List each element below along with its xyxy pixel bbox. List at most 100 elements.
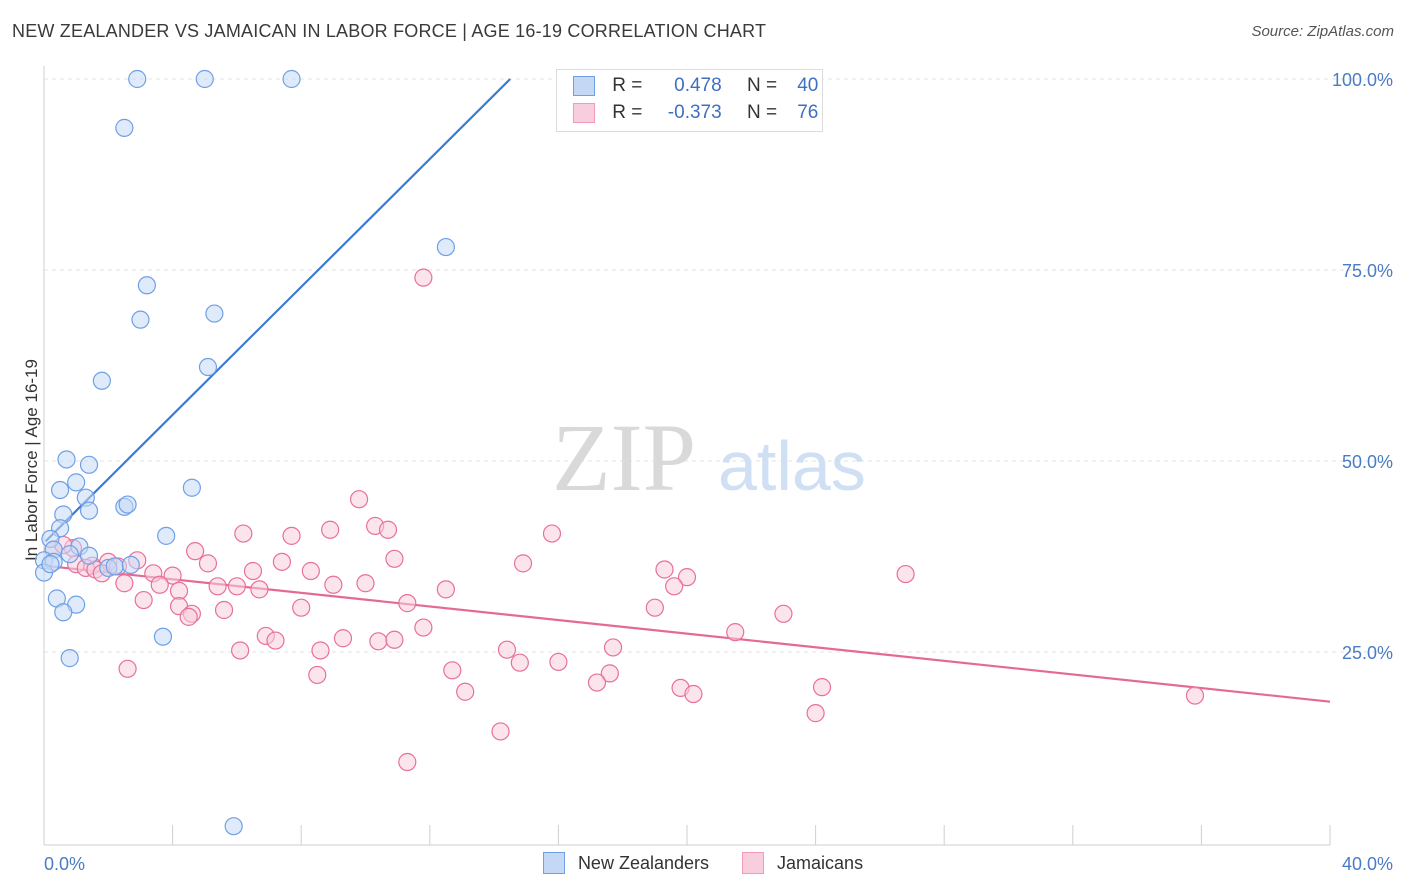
data-point bbox=[150, 575, 169, 594]
data-point bbox=[272, 552, 292, 571]
data-point bbox=[369, 632, 388, 651]
data-point bbox=[214, 600, 234, 620]
data-point bbox=[198, 554, 218, 573]
data-point bbox=[153, 627, 173, 646]
data-point bbox=[385, 630, 404, 649]
data-point bbox=[587, 673, 607, 692]
data-point bbox=[60, 649, 79, 668]
data-point bbox=[456, 682, 475, 701]
y-tick-label: 50.0% bbox=[1342, 452, 1393, 472]
tick-labels: 25.0% 50.0% 75.0% 100.0% 0.0% 40.0% bbox=[44, 70, 1393, 874]
data-point bbox=[128, 69, 147, 89]
data-point bbox=[398, 594, 417, 613]
legend-row-new-zealanders: R = 0.478 N = 40 bbox=[573, 75, 818, 99]
legend-n-value: 40 bbox=[797, 75, 819, 96]
data-point bbox=[182, 478, 201, 497]
data-point bbox=[195, 69, 214, 89]
data-point bbox=[50, 480, 70, 500]
data-point bbox=[333, 629, 353, 648]
data-point bbox=[157, 526, 176, 545]
data-point bbox=[79, 501, 99, 520]
data-points bbox=[34, 69, 1205, 836]
data-point bbox=[186, 542, 205, 561]
data-point bbox=[79, 455, 99, 474]
data-point bbox=[436, 580, 455, 599]
data-point bbox=[645, 598, 664, 617]
data-point bbox=[115, 118, 134, 137]
data-point bbox=[812, 678, 832, 697]
data-point bbox=[134, 590, 153, 610]
data-point bbox=[414, 618, 433, 637]
data-point bbox=[726, 623, 745, 642]
data-point bbox=[356, 574, 375, 593]
legend-item-jamaicans: Jamaicans bbox=[742, 852, 864, 875]
data-point bbox=[67, 473, 86, 492]
x-tick-label: 0.0% bbox=[44, 854, 85, 874]
data-point bbox=[684, 684, 703, 704]
data-point bbox=[41, 555, 60, 574]
data-point bbox=[105, 557, 124, 576]
data-point bbox=[266, 631, 285, 650]
watermark-zip: ZIP bbox=[552, 404, 696, 511]
data-point bbox=[385, 549, 404, 568]
y-tick-label: 25.0% bbox=[1342, 643, 1393, 663]
data-point bbox=[92, 371, 111, 390]
chart-title: NEW ZEALANDER VS JAMAICAN IN LABOR FORCE… bbox=[12, 21, 767, 41]
legend-n-label: N = bbox=[746, 102, 778, 123]
data-point bbox=[542, 524, 562, 543]
data-point bbox=[118, 659, 137, 678]
data-point bbox=[79, 546, 99, 565]
data-point bbox=[250, 580, 269, 599]
stats-legend: R = 0.478 N = 40 R = -0.373 N = 76 bbox=[556, 69, 823, 132]
data-point bbox=[321, 520, 340, 539]
data-point bbox=[60, 545, 79, 564]
data-point bbox=[169, 581, 189, 600]
watermark-atlas: atlas bbox=[718, 427, 866, 505]
data-point bbox=[208, 577, 227, 596]
y-tick-label: 100.0% bbox=[1332, 70, 1393, 90]
axes bbox=[43, 66, 1331, 846]
data-point bbox=[224, 817, 243, 836]
series-legend: New Zealanders Jamaicans bbox=[0, 852, 1406, 875]
data-point bbox=[292, 598, 311, 617]
legend-swatch-pink bbox=[742, 852, 765, 875]
trend-lines bbox=[43, 78, 1331, 703]
data-point bbox=[282, 69, 301, 89]
data-point bbox=[510, 653, 529, 672]
data-point bbox=[665, 577, 684, 596]
data-point bbox=[443, 661, 462, 680]
legend-swatch-pink bbox=[573, 103, 595, 123]
data-point bbox=[121, 555, 140, 575]
data-point bbox=[349, 490, 369, 509]
data-point bbox=[414, 268, 433, 287]
data-point bbox=[549, 652, 568, 672]
data-point bbox=[774, 604, 793, 623]
data-point bbox=[137, 276, 156, 295]
data-point bbox=[655, 560, 674, 579]
data-point bbox=[301, 561, 320, 581]
legend-label: New Zealanders bbox=[577, 852, 709, 873]
legend-swatch-blue bbox=[573, 76, 595, 96]
grid-lines bbox=[44, 78, 1392, 653]
data-point bbox=[497, 640, 517, 659]
data-point bbox=[603, 638, 623, 657]
series-new-zealanders bbox=[34, 69, 455, 836]
legend-r-value: 0.478 bbox=[674, 75, 722, 96]
legend-label: Jamaicans bbox=[777, 852, 864, 873]
legend-r-label: R = bbox=[612, 75, 643, 96]
data-point bbox=[1185, 686, 1205, 705]
data-point bbox=[57, 450, 76, 469]
data-point bbox=[179, 607, 198, 626]
data-point bbox=[198, 357, 218, 377]
data-point bbox=[896, 564, 915, 584]
legend-item-new-zealanders: New Zealanders bbox=[542, 852, 709, 875]
data-point bbox=[513, 554, 533, 573]
data-point bbox=[234, 524, 253, 543]
x-tick-label: 40.0% bbox=[1342, 854, 1393, 874]
data-point bbox=[806, 704, 825, 723]
data-point bbox=[600, 664, 619, 683]
legend-row-jamaicans: R = -0.373 N = 76 bbox=[573, 102, 818, 126]
data-point bbox=[227, 577, 246, 596]
data-point bbox=[282, 526, 301, 545]
